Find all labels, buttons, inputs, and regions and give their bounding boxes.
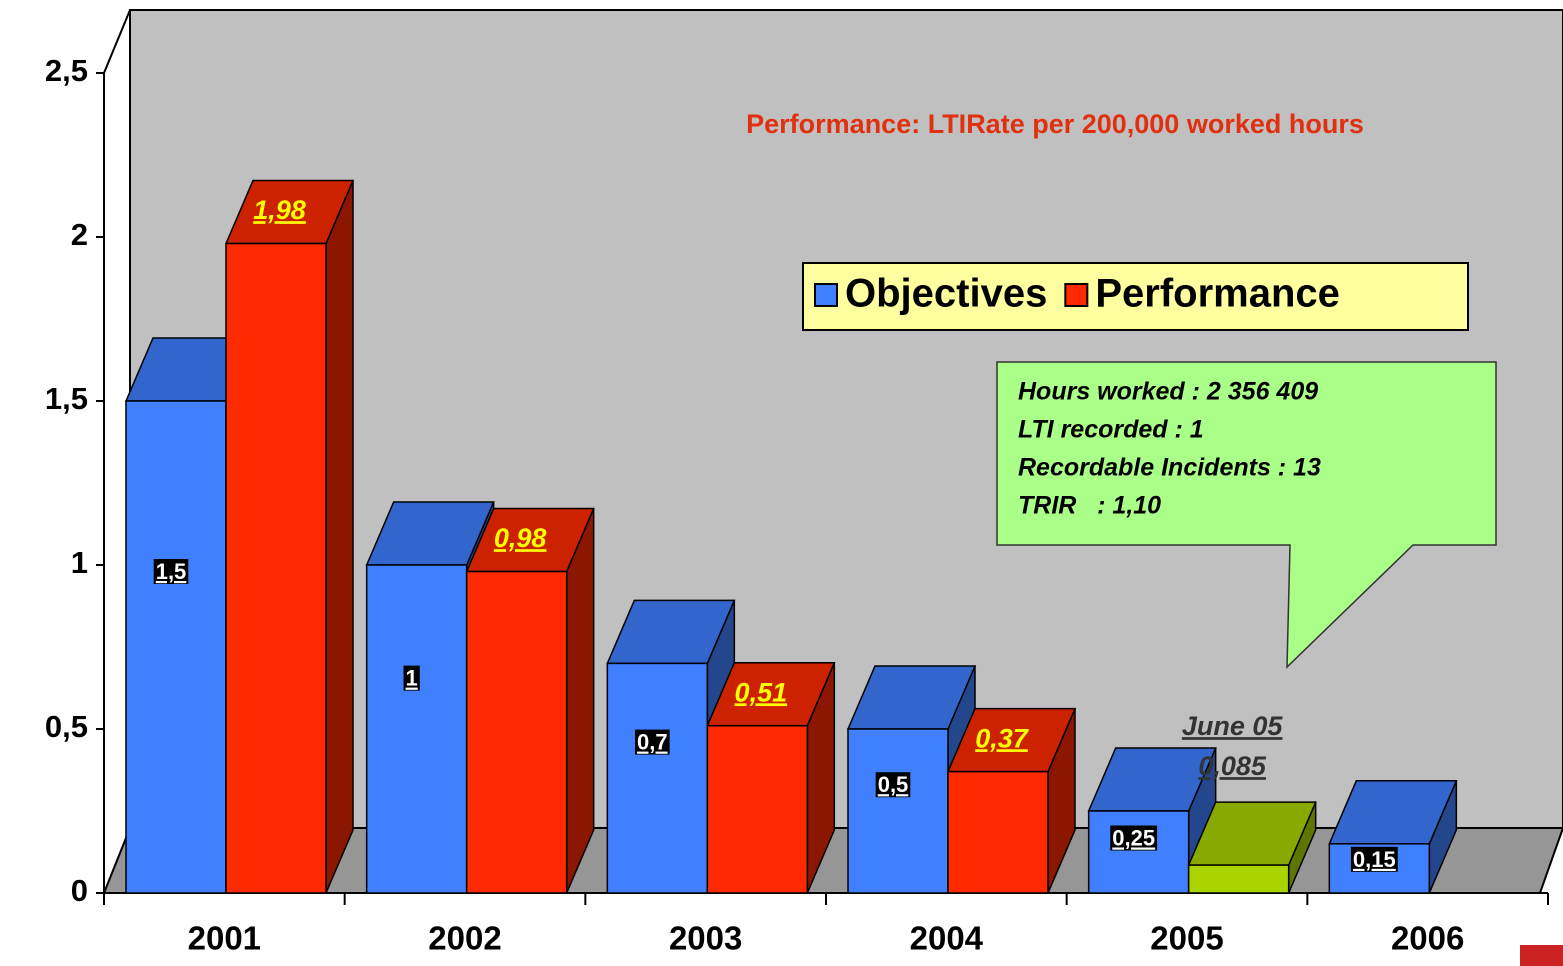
value-label: 0,51: [735, 677, 788, 707]
legend-label: Objectives: [845, 272, 1047, 316]
callout-line: LTI recorded : 1: [1018, 416, 1204, 444]
value-label-bg: [1110, 825, 1158, 851]
bar: [1087, 810, 1190, 894]
value-label-bg: [1350, 846, 1398, 872]
y-tick-label: 1,5: [45, 381, 88, 416]
bar: [465, 570, 568, 894]
value-label: 0,7: [637, 730, 668, 755]
callout-line: Hours worked : 2 356 409: [1018, 378, 1318, 406]
y-tick-label: 2: [71, 217, 88, 252]
value-label: 0,085: [1198, 751, 1267, 781]
legend-items: Objectives Performance: [814, 272, 1340, 316]
legend: [802, 262, 1469, 331]
value-label-bg: [403, 665, 420, 691]
callout-text: Hours worked : 2 356 409 LTI recorded : 1…: [1018, 378, 1321, 520]
callout-line: Recordable Incidents : 13: [1018, 454, 1321, 482]
value-label-bg: [153, 559, 189, 585]
x-tick-label: 2001: [188, 920, 261, 957]
value-label: 1,5: [156, 559, 187, 584]
bar-side: [325, 180, 354, 894]
bar: [365, 564, 468, 894]
bar: [706, 724, 809, 894]
legend-swatch: [1064, 283, 1089, 307]
value-label: 1,98: [253, 195, 306, 225]
x-tick-label: 2003: [669, 920, 742, 957]
y-tick-label: 0: [71, 873, 88, 908]
logo: [1520, 945, 1563, 966]
bar: [847, 728, 949, 894]
bar: [225, 242, 327, 894]
bar: [1187, 864, 1290, 894]
callout-line: TRIR : 1,10: [1018, 492, 1161, 520]
bar: [606, 662, 709, 894]
x-tick-label: 2005: [1150, 920, 1223, 957]
value-label: 0,98: [494, 523, 547, 553]
bar: [125, 400, 227, 894]
annotation: June 05: [1182, 711, 1284, 741]
value-label: 0,25: [1112, 826, 1155, 851]
value-label: 0,37: [975, 723, 1030, 753]
x-tick-label: 2004: [910, 920, 984, 957]
value-label-bg: [875, 772, 911, 798]
y-tick-label: 2,5: [45, 53, 88, 88]
legend-swatch: [814, 283, 838, 307]
value-label: 1: [406, 666, 418, 691]
callout: [996, 361, 1497, 669]
value-label: 0,15: [1353, 847, 1396, 872]
x-tick-label: 2002: [428, 920, 501, 957]
bar: [947, 770, 1049, 894]
value-label-bg: [635, 729, 670, 755]
bar-side: [565, 508, 595, 894]
y-tick-label: 1: [71, 545, 88, 580]
y-tick-label: 0,5: [45, 709, 88, 744]
legend-label: Performance: [1095, 272, 1340, 316]
x-tick-label: 2006: [1391, 920, 1464, 957]
bars: 1,5 1,98 1 0,98 0,7 0,51 0,5 0,37 0,25 0,085 June …: [124, 179, 1458, 894]
chart-title: Performance: LTIRate per 200,000 worked …: [746, 109, 1364, 139]
value-label: 0,5: [878, 772, 909, 797]
